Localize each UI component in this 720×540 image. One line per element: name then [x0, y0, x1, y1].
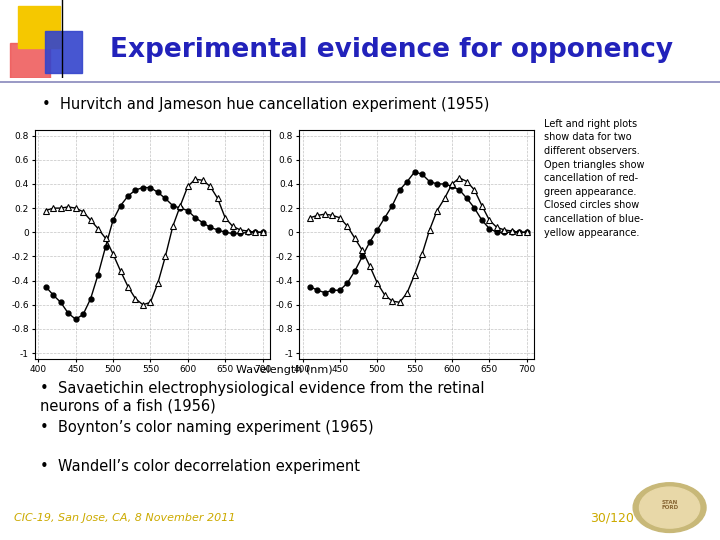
Text: Experimental evidence for opponency: Experimental evidence for opponency	[110, 37, 673, 63]
Text: 30/120: 30/120	[590, 511, 634, 524]
Text: STAN
FORD: STAN FORD	[661, 500, 678, 510]
Text: Wavelength (nm): Wavelength (nm)	[236, 365, 333, 375]
Circle shape	[639, 487, 700, 528]
Text: •  Wandell’s color decorrelation experiment: • Wandell’s color decorrelation experime…	[40, 459, 360, 474]
Text: •  Savaetichin electrophysiological evidence from the retinal
neurons of a fish : • Savaetichin electrophysiological evide…	[40, 381, 485, 414]
Bar	[10, 43, 50, 78]
Bar	[18, 6, 60, 48]
Text: Left and right plots
show data for two
different observers.
Open triangles show
: Left and right plots show data for two d…	[544, 119, 644, 238]
Bar	[45, 31, 82, 73]
Text: CIC-19, San Jose, CA, 8 November 2011: CIC-19, San Jose, CA, 8 November 2011	[14, 513, 235, 523]
Text: •  Boynton’s color naming experiment (1965): • Boynton’s color naming experiment (196…	[40, 420, 374, 435]
Circle shape	[633, 483, 706, 532]
Text: •  Hurvitch and Jameson hue cancellation experiment (1955): • Hurvitch and Jameson hue cancellation …	[42, 97, 490, 112]
